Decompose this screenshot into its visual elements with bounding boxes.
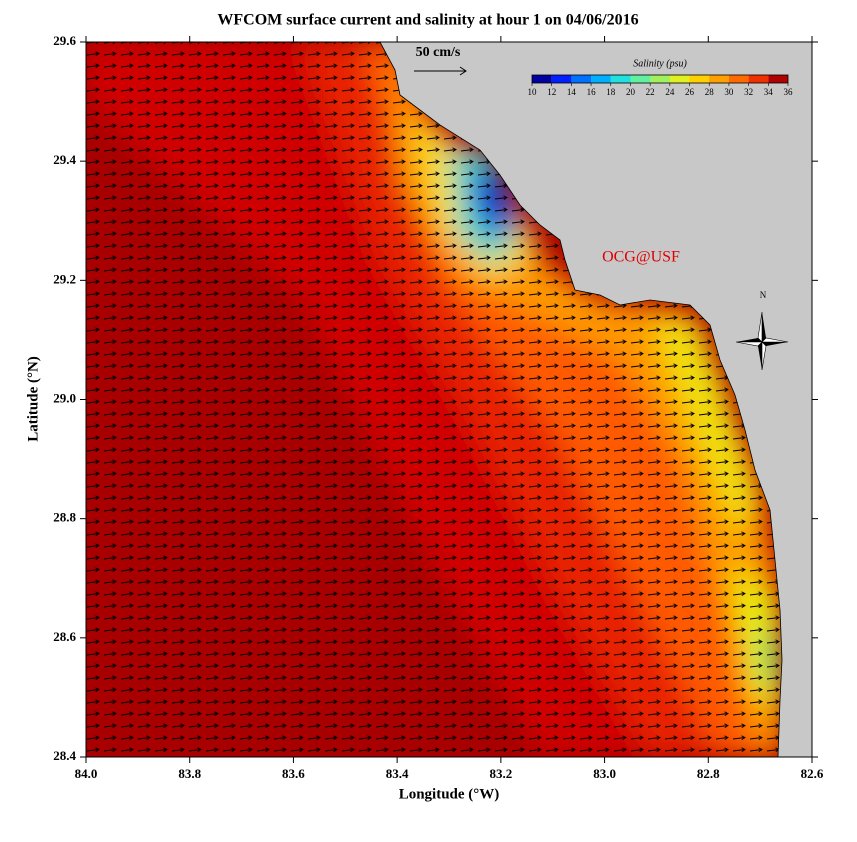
colorbar-tick-label: 34: [764, 87, 774, 97]
salinity-field: [86, 42, 812, 757]
colorbar-tick-label: 10: [528, 87, 538, 97]
colorbar-tick-label: 32: [744, 87, 753, 97]
y-tick-label: 28.4: [53, 748, 76, 763]
colorbar-tick-label: 24: [665, 87, 675, 97]
colorbar-segment: [532, 75, 552, 83]
compass: [735, 311, 789, 371]
colorbar-segment: [768, 75, 788, 83]
colorbar-title: Salinity (psu): [633, 58, 687, 69]
x-tick-label: 83.2: [489, 766, 512, 781]
colorbar-tick-label: 22: [646, 87, 655, 97]
colorbar-segment: [591, 75, 611, 83]
colorbar-tick-label: 30: [724, 87, 734, 97]
compass-label: N: [760, 290, 767, 300]
colorbar-segment: [571, 75, 592, 83]
colorbar-segment: [728, 75, 749, 83]
y-tick-label: 29.6: [53, 33, 76, 48]
colorbar-segment: [610, 75, 631, 83]
colorbar: 10 12 14 16 18 20 22 24 26 28 30 32 34 36: [528, 74, 794, 97]
x-tick-label: 83.6: [282, 766, 305, 781]
colorbar-tick-label: 14: [567, 87, 577, 97]
y-tick-label: 28.8: [53, 510, 76, 525]
scale-label: 50 cm/s: [416, 45, 461, 60]
colorbar-tick-label: 12: [547, 87, 556, 97]
x-tick-label: 83.4: [386, 766, 409, 781]
colorbar-segment: [689, 75, 710, 83]
colorbar-tick-label: 18: [606, 87, 616, 97]
y-tick-label: 29.4: [53, 152, 76, 167]
scale-arrow: [414, 66, 467, 76]
colorbar-segment: [551, 75, 572, 83]
y-tick-label: 29.2: [53, 271, 76, 286]
colorbar-segment: [669, 75, 690, 83]
colorbar-segment: [630, 75, 651, 83]
colorbar-tick-label: 20: [626, 87, 636, 97]
colorbar-tick-label: 26: [685, 87, 695, 97]
colorbar-frame: [531, 74, 789, 84]
map-title: WFCOM surface current and salinity at ho…: [217, 12, 638, 29]
colorbar-segment: [650, 75, 670, 83]
y-tick-label: 29.0: [53, 390, 76, 405]
x-tick-label: 82.6: [801, 766, 824, 781]
x-tick-label: 83.8: [178, 766, 201, 781]
colorbar-tick-label: 36: [784, 87, 794, 97]
colorbar-tick-label: 16: [587, 87, 597, 97]
land: [379, 42, 812, 757]
x-tick-label: 84.0: [75, 766, 98, 781]
colorbar-segment: [709, 75, 729, 83]
x-tick-label: 82.8: [697, 766, 720, 781]
y-axis-label: Latitude (°N): [25, 356, 41, 442]
credit: OCG@USF: [602, 249, 680, 266]
x-tick-label: 83.0: [593, 766, 616, 781]
x-axis-label: Longitude (°W): [399, 786, 500, 802]
y-tick-label: 28.6: [53, 629, 76, 644]
colorbar-segment: [748, 75, 769, 83]
colorbar-tick-label: 28: [705, 87, 715, 97]
